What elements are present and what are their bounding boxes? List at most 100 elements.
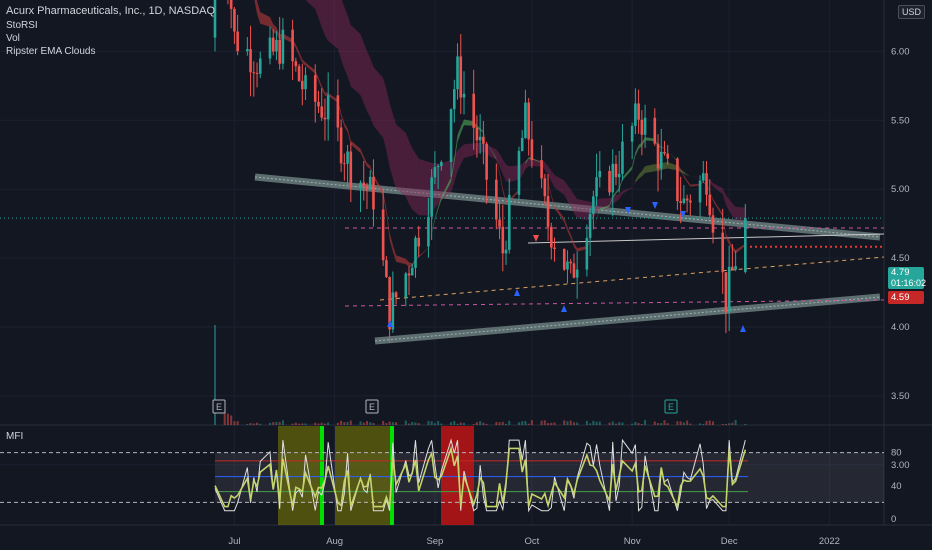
candle-body (407, 273, 411, 276)
candle-body (433, 167, 437, 178)
candle-body (459, 56, 463, 98)
volume-bar (644, 420, 647, 425)
candle-body (258, 58, 262, 74)
volume-bar (278, 421, 281, 425)
ema-cloud-segment (476, 125, 481, 131)
volume-bar (456, 423, 459, 425)
ema-cloud-segment (412, 148, 416, 213)
ema-cloud-segment (735, 243, 746, 254)
ema-cloud-segment (344, 6, 348, 77)
volume-bar (372, 422, 375, 425)
ema-cloud-segment (363, 156, 367, 167)
candle-body (478, 136, 482, 141)
mfi-tick-label: 40 (891, 481, 902, 492)
ema-cloud-segment (577, 198, 587, 221)
ema-cloud-segment (554, 205, 565, 223)
earnings-marker (664, 399, 678, 414)
volume-bar (362, 422, 365, 425)
ema-cloud-segment (551, 170, 555, 188)
volume-bar (734, 420, 737, 425)
ema-cloud-segment (564, 180, 568, 202)
volume-bar (346, 421, 349, 425)
candle-body (744, 218, 747, 272)
volume-bar (365, 421, 368, 425)
earnings-marker (365, 399, 379, 414)
price-tick-label: 3.50 (891, 391, 910, 402)
candle-body (617, 173, 621, 178)
volume-bar (640, 423, 643, 425)
volume-bar (711, 421, 714, 425)
indicator-ema-clouds[interactable]: Ripster EMA Clouds (6, 46, 96, 57)
ema-cloud-segment (337, 0, 342, 60)
candle-body (614, 163, 618, 178)
ema-cloud-segment (269, 17, 274, 33)
mfi-label[interactable]: MFI (6, 431, 24, 442)
volume-bar (621, 422, 624, 425)
sell-signal-arrow (533, 235, 539, 242)
candle-body (343, 163, 346, 165)
indicator-storsi[interactable]: StoRSI (6, 20, 38, 31)
candle-body (346, 151, 349, 164)
ema-cloud-segment (418, 158, 429, 216)
ema-cloud-segment (324, 92, 329, 96)
ema-cloud-segment (551, 194, 555, 209)
mfi-lines (0, 438, 884, 513)
ema-cloud-segment (366, 162, 371, 170)
candle-body (472, 93, 475, 128)
ema-cloud-segment (486, 144, 497, 161)
volume-bars (214, 325, 747, 425)
symbol-title: Acurx Pharmaceuticals, Inc., 1D, NASDAQ (6, 5, 216, 17)
candle-body (359, 182, 362, 188)
candle-body (546, 196, 550, 227)
volume-bar (689, 423, 692, 425)
ema-cloud-segment (661, 146, 665, 149)
candle-body (676, 158, 679, 202)
ema-cloud-segment (386, 208, 390, 240)
ema-cloud-segment (295, 44, 300, 56)
indicator-vol[interactable]: Vol (6, 33, 20, 44)
candle-body (653, 117, 657, 144)
price-tick-label: 6.00 (891, 46, 910, 57)
candle-body (507, 194, 511, 250)
volume-bar (291, 423, 294, 425)
ema-cloud-segment (667, 150, 678, 162)
volume-bar (249, 423, 252, 425)
ema-cloud-segment (683, 171, 688, 176)
candle-body (475, 127, 479, 141)
volume-bar (682, 422, 685, 425)
volume-bar (391, 422, 394, 425)
ema-cloud-segment (680, 169, 684, 174)
candle-body (621, 141, 624, 174)
volume-bar (314, 422, 317, 425)
ema-cloud-segment (373, 174, 384, 197)
price-tick-label: 5.00 (891, 184, 910, 195)
volume-bar (589, 423, 592, 425)
level-lines (0, 217, 885, 307)
ema-cloud-segment (396, 255, 406, 265)
ema-cloud-segment (383, 191, 387, 215)
ema-cloud-segment (396, 124, 406, 197)
mfi-zone-olive-2 (335, 426, 390, 525)
ema-cloud-segment (441, 177, 452, 201)
currency-button[interactable]: USD (898, 5, 926, 19)
ema-cloud-segment (454, 135, 458, 164)
time-tick-label: Sep (426, 536, 443, 547)
candle-body (268, 37, 272, 59)
candle-body (391, 292, 395, 330)
volume-bar (699, 423, 702, 425)
ema-cloud-segment (596, 198, 600, 214)
candle-body (281, 29, 285, 64)
ema-cloud-segment (282, 33, 293, 44)
ema-cloud-segment (499, 153, 503, 175)
sell-signal-arrow (652, 202, 658, 209)
volume-bar (666, 423, 669, 425)
volume-bar (660, 423, 663, 425)
price-tick-label: 5.50 (891, 115, 910, 126)
candle-body (698, 180, 702, 203)
mfi-tick-label: 0 (891, 514, 896, 525)
candle-body (275, 39, 278, 52)
ema-cloud-segment (324, 0, 329, 41)
candle-body (385, 260, 388, 278)
ema-cloud-segment (476, 142, 481, 154)
